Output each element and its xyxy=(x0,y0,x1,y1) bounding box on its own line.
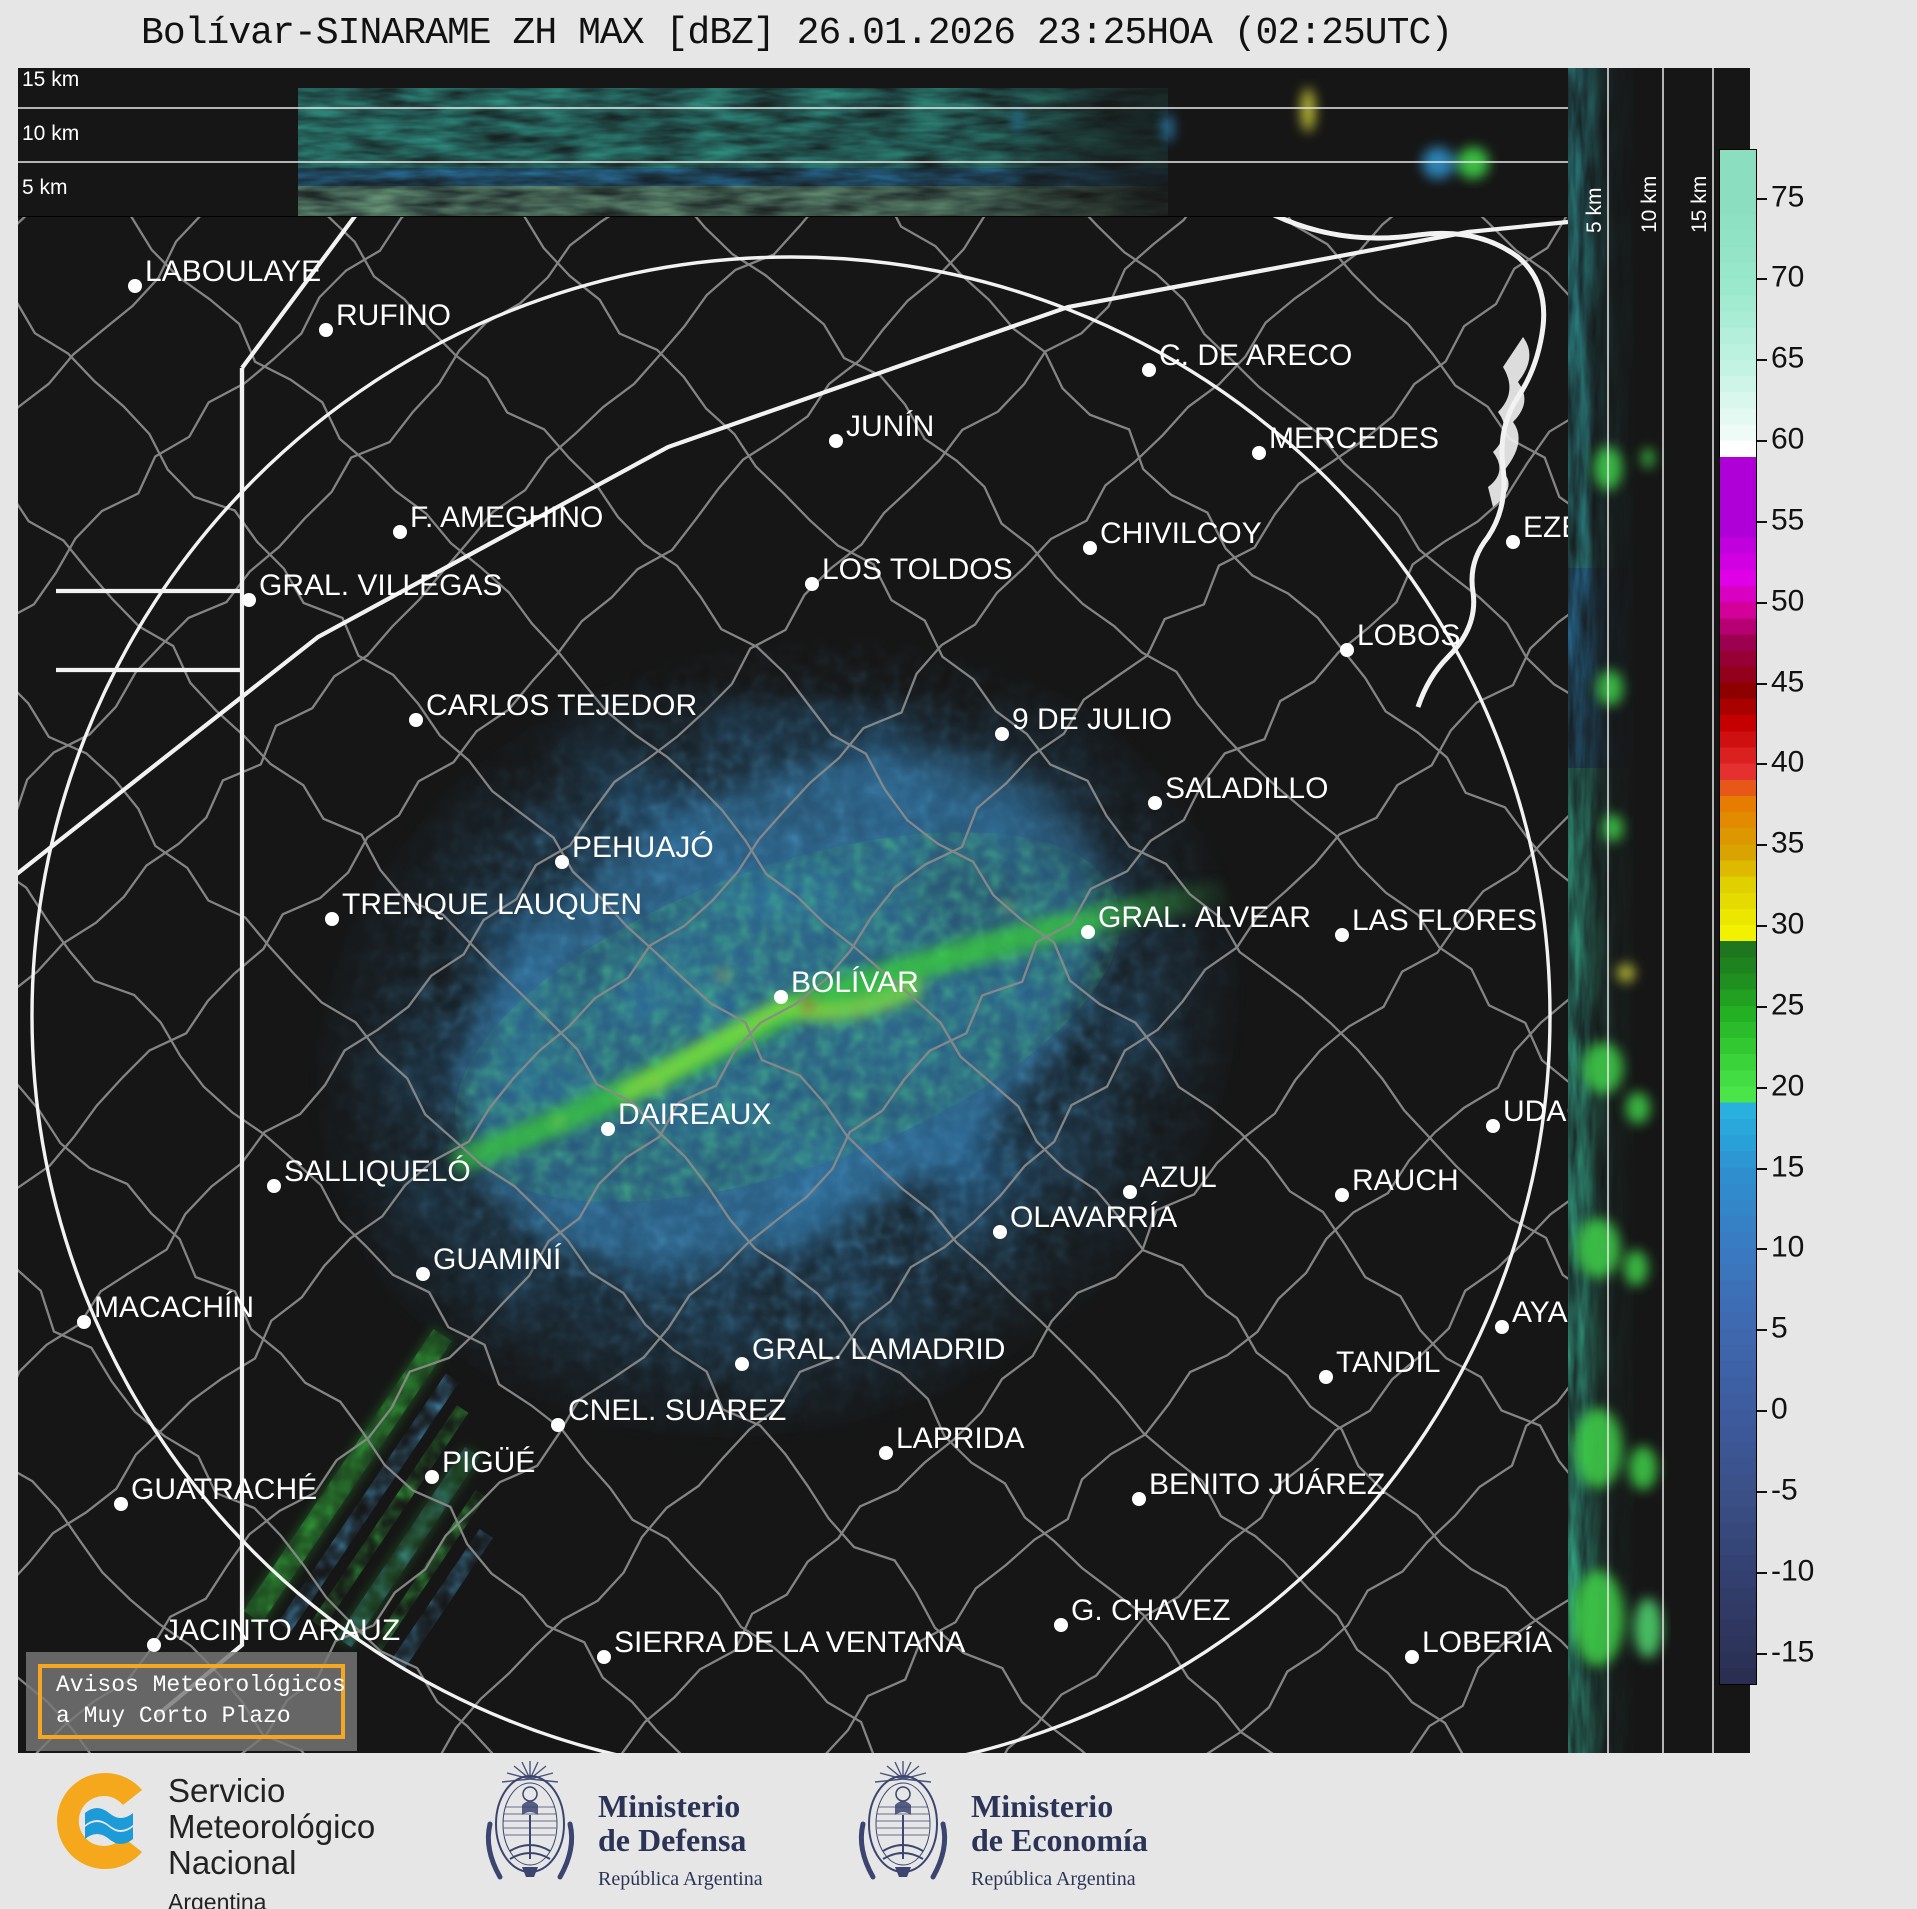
svg-text:5 km: 5 km xyxy=(1583,187,1606,233)
svg-text:10 km: 10 km xyxy=(22,122,79,145)
svg-text:5 km: 5 km xyxy=(22,176,68,199)
svg-text:10 km: 10 km xyxy=(1638,176,1661,233)
svg-text:15 km: 15 km xyxy=(22,68,79,91)
svg-text:15 km: 15 km xyxy=(1688,176,1711,233)
